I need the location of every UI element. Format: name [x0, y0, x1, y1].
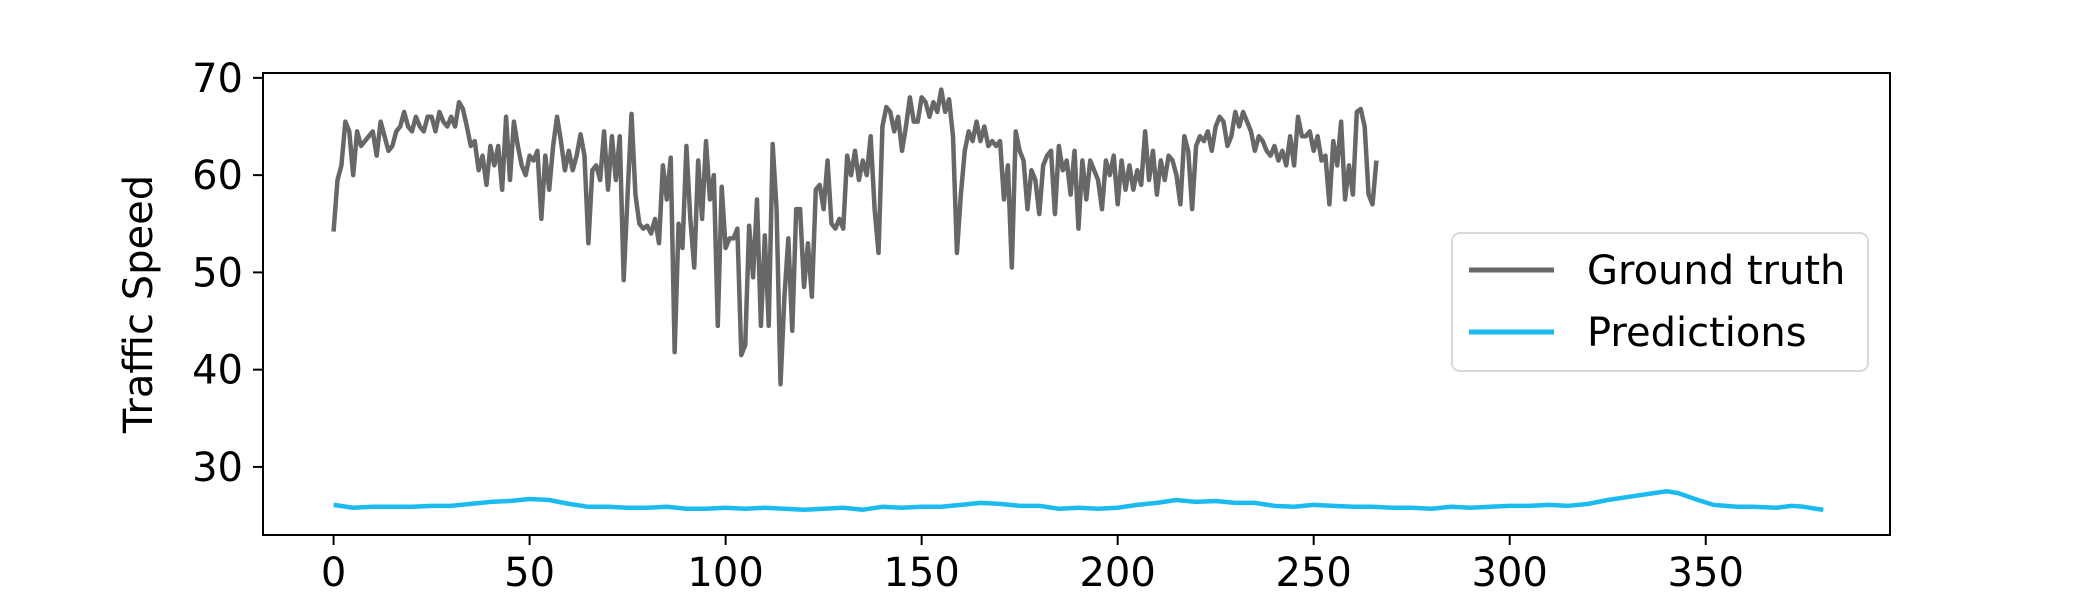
- legend-box: [1451, 232, 1869, 372]
- plot-area: [331, 87, 1824, 512]
- legend-label-predictions: Predictions: [1587, 310, 1807, 356]
- x-tick-label: 200: [1079, 550, 1155, 596]
- x-tick-label: 50: [504, 550, 555, 596]
- x-tick-label: 250: [1276, 550, 1352, 596]
- x-tick-label: 100: [687, 550, 763, 596]
- x-tick-label: 150: [883, 550, 959, 596]
- y-tick-label: 50: [192, 250, 243, 296]
- series-line-ground-truth: [331, 87, 1379, 387]
- axes-frame: [262, 72, 1891, 536]
- legend-label-ground-truth: Ground truth: [1587, 248, 1845, 294]
- x-tick-label: 0: [321, 550, 346, 596]
- x-tick-label: 350: [1668, 550, 1744, 596]
- y-tick-label: 70: [192, 56, 243, 102]
- series-line-predictions: [333, 488, 1824, 512]
- y-tick-label: 60: [192, 153, 243, 199]
- x-tick-label: 300: [1472, 550, 1548, 596]
- axis-ticks: 0 50 100 150 200 250 300 350 30 40 50 60 70: [192, 56, 1744, 596]
- y-tick-label: 40: [192, 348, 243, 394]
- y-tick-label: 30: [192, 445, 243, 491]
- legend: Ground truth Predictions: [1451, 232, 1869, 372]
- y-axis-label: Traffic Speed: [116, 175, 162, 434]
